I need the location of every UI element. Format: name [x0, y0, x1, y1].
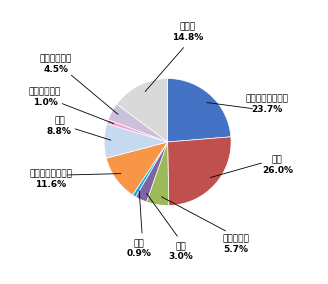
- Text: 交通の利便性
1.0%: 交通の利便性 1.0%: [29, 87, 61, 107]
- Text: その他
14.8%: その他 14.8%: [172, 23, 203, 42]
- Wedge shape: [106, 142, 168, 195]
- Wedge shape: [117, 78, 168, 142]
- Wedge shape: [136, 142, 168, 202]
- Wedge shape: [107, 120, 168, 142]
- Text: 住宅
8.8%: 住宅 8.8%: [47, 116, 72, 136]
- Wedge shape: [104, 124, 168, 158]
- Text: 就職・転職・転業
23.7%: 就職・転職・転業 23.7%: [246, 95, 289, 114]
- Wedge shape: [168, 78, 231, 142]
- Wedge shape: [133, 142, 168, 197]
- Wedge shape: [108, 104, 168, 142]
- Wedge shape: [147, 142, 169, 206]
- Text: 卒業
0.9%: 卒業 0.9%: [126, 239, 151, 258]
- Wedge shape: [168, 137, 231, 206]
- Text: 転動
26.0%: 転動 26.0%: [262, 155, 293, 175]
- Text: 生活の利便性
4.5%: 生活の利便性 4.5%: [40, 54, 72, 74]
- Text: 結婚・離婚・縁組
11.6%: 結婚・離婚・縁組 11.6%: [29, 170, 72, 189]
- Text: 退職・廃業
5.7%: 退職・廃業 5.7%: [223, 235, 250, 254]
- Text: 就学
3.0%: 就学 3.0%: [168, 242, 193, 261]
